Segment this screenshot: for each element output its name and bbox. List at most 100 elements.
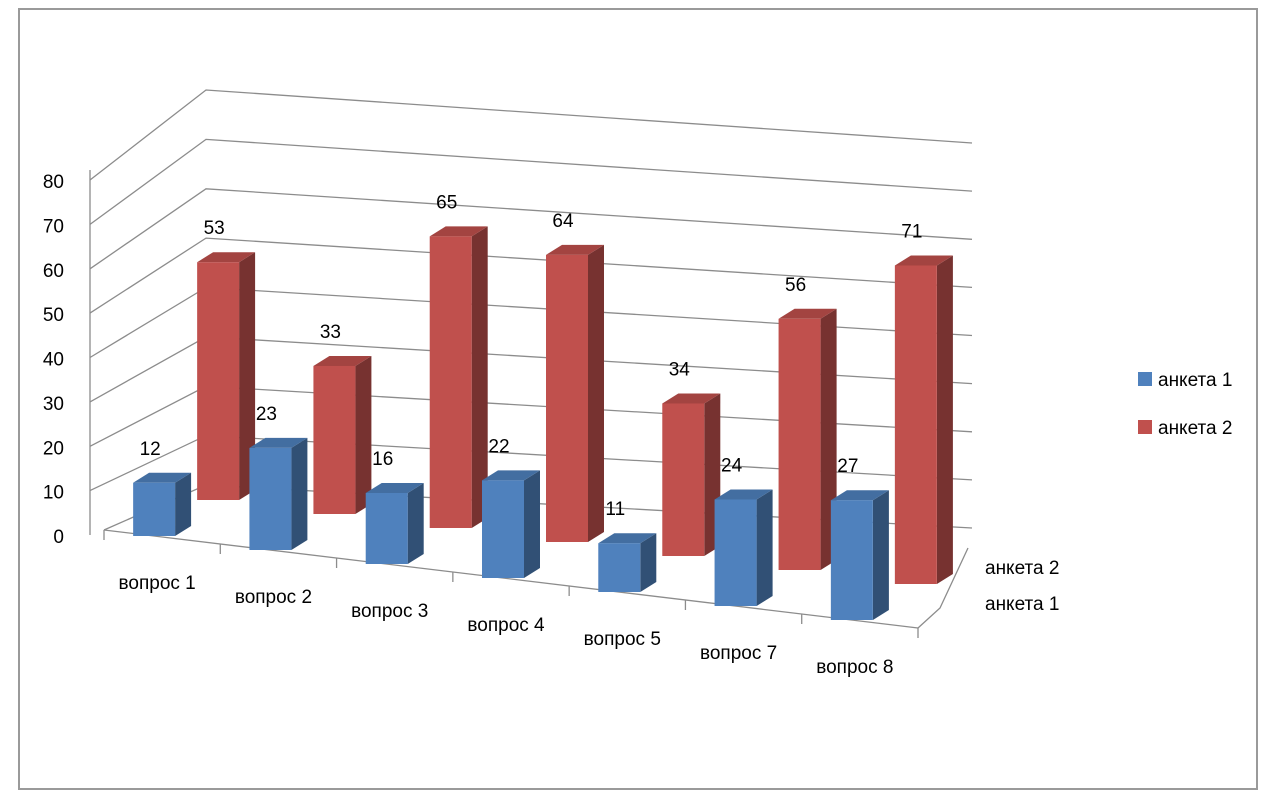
bars [133,226,953,620]
bar-side [471,226,488,528]
bar-front [778,318,821,570]
bar-front [429,236,472,529]
bar-top [133,472,192,483]
bar-front [598,543,641,592]
x-axis-line [103,529,919,629]
bar-top [778,308,837,319]
data-label: 56 [785,275,806,296]
legend-swatch [1138,420,1152,434]
gridline [89,89,973,181]
bar-side [524,470,540,578]
bar-top [249,437,308,448]
bar [429,226,488,529]
gridline [89,237,973,314]
bar-top [429,226,488,237]
y-tick-label: 20 [43,438,64,459]
bar [598,533,657,592]
legend: анкета 1 анкета 2 [1138,370,1232,439]
bar-side [588,244,604,542]
bar-top [482,470,540,481]
bar-front [482,480,524,578]
bar-top [598,533,657,544]
bar-top [313,356,372,366]
bar [714,489,773,606]
x-tick-label: вопрос 7 [700,643,777,664]
bar-side [872,490,889,620]
bar [894,255,953,584]
bar-side [756,489,773,606]
x-tick-label: вопрос 2 [235,587,312,608]
tick-labels: 0 10 20 30 40 50 60 70 80 вопрос 1 вопрос 2 вопрос … [43,172,1060,678]
bar-side [640,533,657,592]
bar-side [407,483,424,564]
bar [662,393,721,556]
y-tick-label: 40 [43,350,64,371]
depth-tick-label: анкета 2 [985,558,1059,579]
bar-top [546,244,604,255]
bar [313,356,372,514]
bar-side [291,437,308,550]
data-label: 34 [669,359,691,380]
bar-front [830,500,873,620]
bar [830,490,889,620]
data-label: 12 [140,439,161,460]
depth-axis-line [917,547,969,629]
bar-front [365,493,408,564]
gridline [89,138,973,225]
data-label: 64 [552,211,574,232]
data-label: 71 [901,221,922,242]
x-tick-label: вопрос 8 [816,657,893,678]
bar [778,308,837,570]
x-tick-label: вопрос 1 [119,573,196,594]
bar-front [197,262,240,500]
bar-top [714,489,773,500]
data-label: 11 [605,499,625,520]
bar-top [197,252,256,263]
bar-front [133,482,176,536]
data-label: 23 [256,404,277,425]
bar-front [249,447,292,550]
bar-top [365,483,424,493]
bar-front [313,365,356,514]
bar-side [175,472,192,536]
bar-top [894,255,953,266]
legend-label: анкета 2 [1158,418,1232,439]
bar-front [546,254,588,542]
data-label: 27 [837,456,858,477]
bar-front [714,499,757,606]
y-tick-label: 50 [43,305,64,326]
bar [197,252,256,500]
bar-top [830,490,889,501]
depth-tick-label: анкета 1 [985,594,1059,615]
data-label: 65 [436,192,457,213]
data-label: 24 [721,456,743,477]
x-tick-label: вопрос 3 [351,601,428,622]
x-tick-label: вопрос 4 [467,615,545,636]
bar [546,244,604,542]
bar-side [355,356,372,514]
data-label: 16 [372,449,393,470]
y-tick-label: 10 [43,483,64,504]
bar-side [239,252,256,500]
legend-label: анкета 1 [1158,370,1232,391]
data-labels: 53 33 65 64 34 56 71 12 23 16 22 11 24 27 [140,192,923,520]
bar-side [936,255,953,584]
y-tick-label: 60 [43,261,64,282]
y-tick-label: 30 [43,394,64,415]
y-tick-label: 0 [53,527,64,548]
data-label: 22 [488,436,509,457]
bar-front [894,265,937,584]
data-label: 53 [204,218,225,239]
legend-swatch [1138,372,1152,386]
gridline [89,188,973,270]
bar-front [662,403,705,556]
x-tick-label: вопрос 5 [584,629,661,650]
bar [365,483,424,564]
bar [133,472,192,536]
bar [482,470,540,578]
y-tick-label: 70 [43,216,64,237]
y-tick-label: 80 [43,172,64,193]
data-label: 33 [320,322,341,343]
bar-top [662,393,721,404]
